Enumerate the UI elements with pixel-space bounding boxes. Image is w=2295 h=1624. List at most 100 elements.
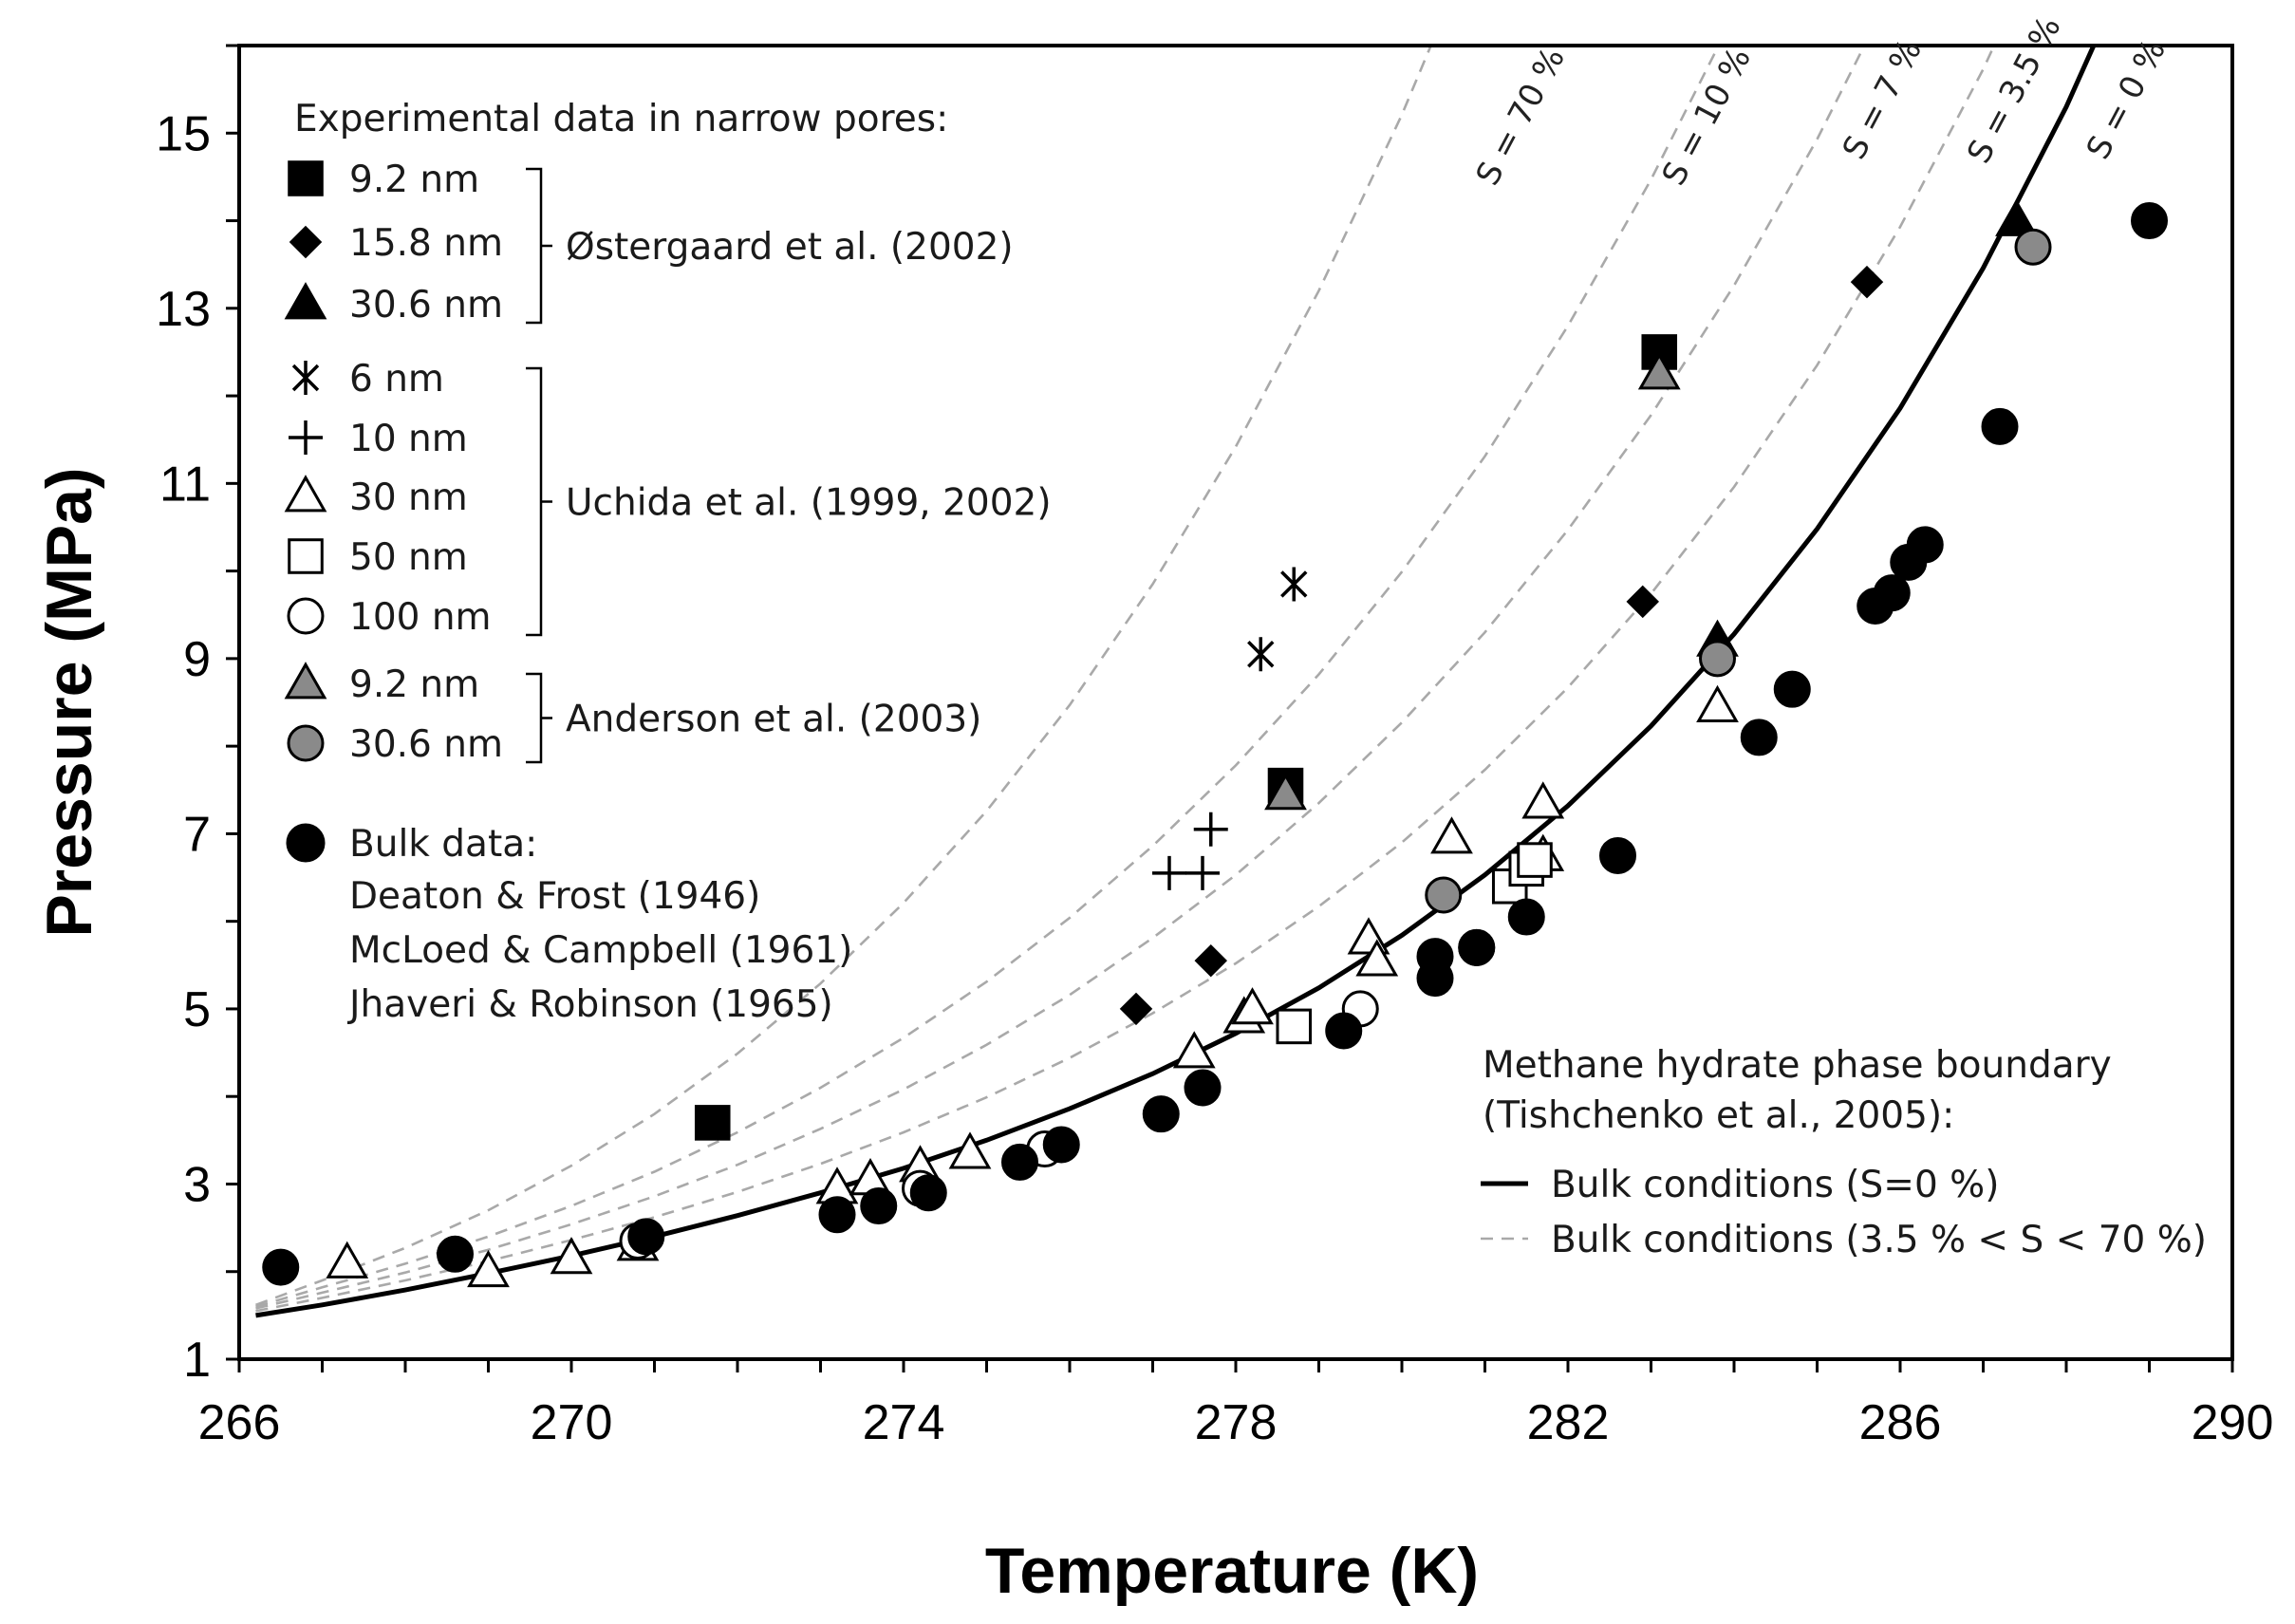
legend-marker [288, 160, 324, 196]
y-tick-label: 11 [159, 457, 211, 512]
data-point [1152, 855, 1186, 890]
legend-group-source: Uchida et al. (1999, 2002) [566, 482, 1052, 525]
data-point [1458, 928, 1496, 966]
data-point [1430, 816, 1473, 854]
x-axis-title: Temperature (K) [985, 1535, 1479, 1607]
legend-group-source: Østergaard et al. (2002) [566, 226, 1014, 269]
data-point [1264, 773, 1307, 811]
data-point [818, 1196, 856, 1234]
data-point [1416, 938, 1454, 976]
data-point [1194, 943, 1227, 978]
curve-label: S = 7 % [1836, 33, 1930, 165]
data-point [1042, 1126, 1080, 1164]
data-point [467, 1249, 510, 1288]
legend-marker [287, 724, 325, 762]
y-tick-label: 9 [183, 632, 211, 687]
data-point [1626, 585, 1659, 619]
data-point [1507, 898, 1545, 936]
data-point [1325, 1012, 1363, 1050]
x-tick-label: 286 [1859, 1395, 1942, 1450]
y-tick-label: 1 [183, 1333, 211, 1388]
legend-boundary-heading: Methane hydrate phase boundary [1483, 1044, 2112, 1087]
legend-marker [289, 420, 323, 455]
data-point [2131, 202, 2168, 240]
legend-heading: Experimental data in narrow pores: [294, 98, 948, 140]
data-point [1172, 1031, 1216, 1069]
y-tick-label: 7 [183, 807, 211, 862]
y-tick-label: 5 [183, 982, 211, 1037]
data-point [1425, 876, 1463, 914]
legend-bulk-source: Deaton & Frost (1946) [349, 875, 760, 918]
y-tick-label: 15 [156, 106, 211, 161]
legend-entry-label: 100 nm [349, 596, 492, 639]
data-point [1873, 574, 1911, 612]
x-tick-label: 290 [2192, 1395, 2274, 1450]
legend-entry-label: 9.2 nm [349, 159, 479, 201]
data-point [1521, 781, 1565, 819]
legend-boundary-heading: (Tishchenko et al., 2005): [1483, 1094, 1954, 1137]
curve-s-70- [255, 46, 1433, 1307]
y-axis-title: Pressure (MPa) [33, 467, 105, 937]
legend-marker [288, 538, 324, 574]
data-point [1981, 407, 2019, 445]
data-point [437, 1235, 474, 1273]
data-point [1599, 836, 1636, 874]
legend-bulk-source: McLoed & Campbell (1961) [349, 929, 852, 972]
data-point [860, 1187, 898, 1225]
data-point [1995, 198, 2038, 236]
data-point [948, 1131, 992, 1169]
data-point [1740, 719, 1778, 756]
legend-marker [286, 823, 326, 863]
legend-marker [291, 361, 320, 395]
data-point [1906, 526, 1944, 564]
points-layer [262, 198, 2168, 1288]
data-point [1193, 812, 1228, 847]
data-point [1119, 992, 1153, 1026]
x-tick-label: 270 [531, 1395, 613, 1450]
data-point [2014, 228, 2052, 266]
legend-bulk-label: Bulk data: [349, 823, 537, 866]
data-point [1773, 670, 1811, 708]
legend-line-label: Bulk conditions (3.5 % < S < 70 %) [1551, 1219, 2207, 1261]
data-point [1276, 1008, 1313, 1045]
y-tick-label: 3 [183, 1157, 211, 1212]
data-point [1699, 640, 1736, 678]
legend-entry-label: 50 nm [349, 536, 468, 579]
legend-marker [284, 475, 327, 513]
legend-bracket [526, 672, 552, 764]
data-point [694, 1105, 731, 1141]
data-point [550, 1237, 593, 1275]
legend-entry-label: 30.6 nm [349, 284, 503, 327]
data-point [1185, 855, 1220, 890]
data-point [1231, 987, 1274, 1025]
data-point [1247, 637, 1275, 672]
data-point [1142, 1095, 1180, 1133]
legend-entry-label: 15.8 nm [349, 222, 503, 265]
legend-marker [289, 225, 323, 259]
curve-label: S = 0 % [2080, 33, 2174, 165]
legend-line-label: Bulk conditions (S=0 %) [1551, 1164, 1999, 1206]
data-point [1001, 1143, 1038, 1181]
curve-label: S = 10 % [1655, 42, 1760, 192]
legend-marker [284, 662, 327, 700]
curve-label: S = 70 % [1469, 42, 1574, 192]
data-point [627, 1218, 665, 1256]
data-point [326, 1241, 369, 1279]
data-point [1850, 265, 1884, 299]
x-tick-label: 266 [198, 1395, 281, 1450]
legend: Experimental data in narrow pores: 9.2 nm… [284, 98, 2207, 1261]
legend-entry-label: 9.2 nm [349, 663, 479, 706]
data-point [1355, 939, 1399, 977]
data-point [1637, 352, 1681, 390]
data-point [909, 1174, 947, 1212]
legend-entry-label: 10 nm [349, 418, 468, 460]
legend-entry-label: 30.6 nm [349, 723, 503, 766]
legend-bracket [526, 167, 552, 325]
x-tick-label: 274 [863, 1395, 945, 1450]
y-tick-label: 13 [156, 282, 211, 337]
data-point [1184, 1069, 1222, 1107]
plot-frame [237, 44, 2234, 1361]
legend-marker [287, 597, 325, 635]
curve-label: S = 3.5 % [1960, 10, 2069, 170]
